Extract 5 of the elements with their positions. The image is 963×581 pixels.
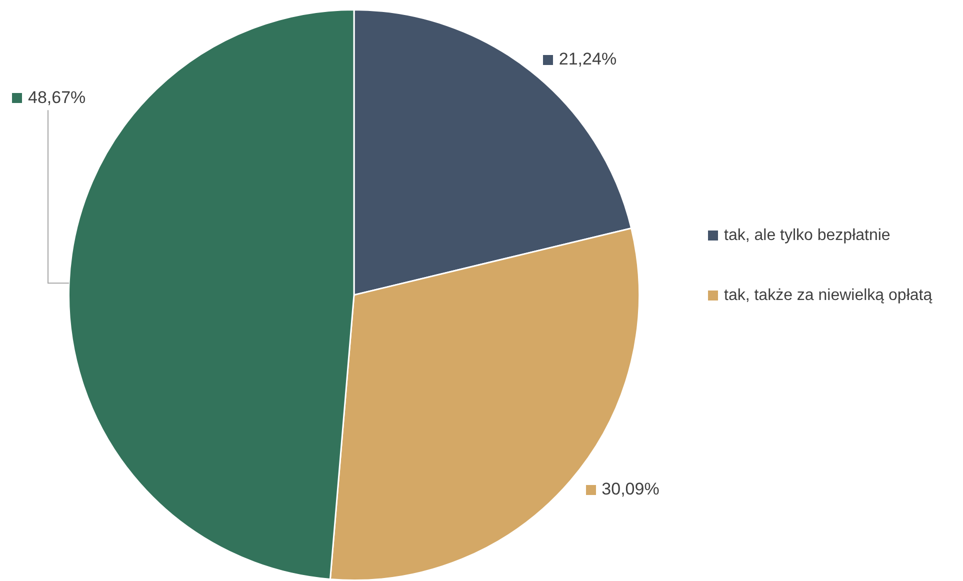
data-label: 21,24% xyxy=(558,50,617,69)
data-label: 48,67% xyxy=(28,88,86,107)
legend-label: tak, ale tylko bezpłatnie xyxy=(724,226,890,244)
data-label: 30,09% xyxy=(602,480,660,499)
legend-label: tak, także za niewielką opłatą xyxy=(724,286,932,304)
